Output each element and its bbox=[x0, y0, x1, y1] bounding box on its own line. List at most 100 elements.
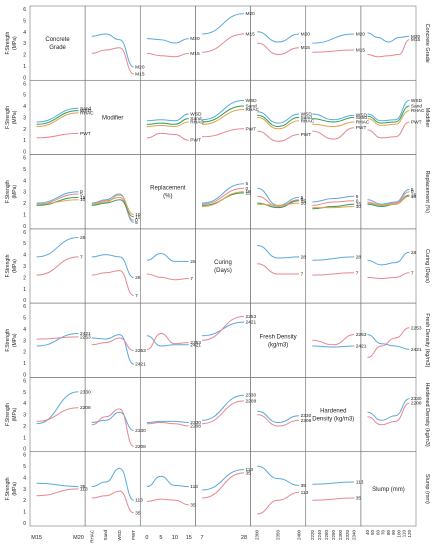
series-line bbox=[146, 498, 189, 506]
series-end-label: Sand bbox=[80, 106, 92, 112]
series-end-label: 15 bbox=[80, 195, 86, 201]
series-end-label: Sand bbox=[190, 116, 202, 122]
series-end-label: 2330 bbox=[135, 428, 146, 434]
series-end-label: 15 bbox=[411, 193, 417, 199]
y-tick-label: 0 bbox=[23, 521, 26, 527]
series-line bbox=[91, 467, 134, 501]
series-line bbox=[257, 465, 300, 486]
series-end-label: 2253 bbox=[245, 314, 256, 320]
series-end-label: 0 bbox=[356, 198, 359, 204]
series-end-label: Sand bbox=[411, 104, 423, 110]
x-tick-label: 50 bbox=[370, 530, 375, 536]
series-end-label: 35 bbox=[245, 470, 251, 476]
series-end-label: 113 bbox=[190, 484, 198, 490]
series-line bbox=[146, 421, 189, 427]
x-tick-label: 2340 bbox=[352, 530, 357, 541]
series-end-label: 113 bbox=[80, 486, 88, 492]
series-end-label: 15 bbox=[301, 198, 307, 204]
series-line bbox=[36, 488, 79, 497]
x-tick-label: 90 bbox=[391, 530, 396, 536]
y-tick-label: 4 bbox=[23, 104, 26, 110]
series-line bbox=[146, 52, 189, 58]
series-line bbox=[201, 315, 245, 341]
series-line bbox=[201, 183, 245, 204]
y-tick-label: 3 bbox=[23, 41, 26, 47]
diagonal-variable-title: Density (kg/m3) bbox=[312, 417, 354, 423]
series-line bbox=[312, 127, 355, 140]
series-end-label: 2421 bbox=[411, 347, 422, 353]
y-axis-label: F.Strength bbox=[5, 106, 11, 129]
y-tick-label: 5 bbox=[23, 18, 26, 24]
series-end-label: 2253 bbox=[135, 348, 146, 354]
y-tick-label: 0 bbox=[23, 298, 26, 304]
diagonal-variable-title: Fresh Density bbox=[260, 334, 297, 340]
x-tick-label: 110 bbox=[402, 530, 407, 538]
series-end-label: 15 bbox=[245, 190, 251, 196]
x-tick-label: 100 bbox=[396, 530, 401, 538]
series-end-label: 7 bbox=[80, 254, 83, 260]
series-end-label: PWT bbox=[80, 131, 91, 137]
series-end-label: PWT bbox=[245, 126, 256, 132]
y-tick-label: 2 bbox=[23, 53, 26, 59]
y-axis-label: F.Strength bbox=[5, 32, 11, 55]
y-tick-label: 2 bbox=[23, 424, 26, 430]
row-variable-label: Modifier bbox=[424, 108, 430, 128]
series-line bbox=[367, 251, 410, 266]
series-end-label: M15 bbox=[245, 32, 255, 38]
series-line bbox=[367, 39, 410, 58]
series-end-label: 2208 bbox=[411, 401, 422, 407]
grid-cell bbox=[195, 228, 251, 304]
series-line bbox=[36, 196, 79, 206]
series-line bbox=[201, 99, 245, 121]
series-line bbox=[36, 256, 79, 276]
x-tick-label: Sand bbox=[103, 530, 108, 541]
x-tick-label: 80 bbox=[386, 530, 391, 536]
series-end-label: WSD bbox=[245, 98, 257, 104]
y-tick-label: 0 bbox=[23, 372, 26, 378]
series-end-label: 113 bbox=[135, 498, 143, 504]
series-line bbox=[312, 49, 355, 53]
series-line bbox=[367, 398, 410, 421]
series-line bbox=[367, 272, 410, 280]
series-line bbox=[91, 199, 134, 218]
grid-cell bbox=[360, 451, 417, 527]
series-end-label: M20 bbox=[301, 32, 311, 38]
series-end-label: M20 bbox=[411, 34, 421, 40]
y-tick-label: 4 bbox=[23, 401, 26, 407]
series-line bbox=[312, 195, 355, 203]
series-end-label: 5 bbox=[301, 195, 304, 201]
series-end-label: 2208 bbox=[80, 405, 91, 411]
series-end-label: PWT bbox=[301, 132, 312, 138]
series-end-label: RHAC bbox=[245, 107, 259, 113]
series-end-label: 10 bbox=[301, 201, 307, 207]
y-tick-label: 0 bbox=[23, 447, 26, 453]
y-tick-label: 4 bbox=[23, 327, 26, 333]
y-tick-label: 2 bbox=[23, 275, 26, 281]
series-end-label: 7 bbox=[301, 271, 304, 277]
series-line bbox=[312, 206, 355, 209]
series-line bbox=[312, 121, 355, 128]
y-tick-label: 5 bbox=[23, 241, 26, 247]
series-end-label: 0 bbox=[245, 186, 248, 192]
series-line bbox=[312, 334, 355, 346]
grid-cell bbox=[360, 228, 417, 304]
y-tick-label: 5 bbox=[23, 167, 26, 173]
series-line bbox=[312, 345, 355, 348]
series-end-label: 2421 bbox=[245, 320, 256, 326]
y-tick-label: 0 bbox=[23, 150, 26, 156]
series-line bbox=[146, 121, 189, 128]
grid-cell bbox=[84, 154, 141, 230]
row-variable-label: Fresh Density (kg/m3) bbox=[424, 313, 430, 367]
series-end-label: 35 bbox=[356, 495, 362, 501]
series-end-label: WSD bbox=[80, 108, 92, 114]
series-end-label: M20 bbox=[356, 32, 366, 38]
series-end-label: 2421 bbox=[190, 342, 201, 348]
diagonal-variable-title: Hardened bbox=[320, 409, 346, 415]
y-tick-label: 3 bbox=[23, 115, 26, 121]
series-line bbox=[312, 116, 355, 123]
series-end-label: 0 bbox=[301, 197, 304, 203]
series-end-label: 5 bbox=[80, 191, 83, 197]
x-tick-label: 2260 bbox=[324, 530, 329, 541]
grid-cell bbox=[139, 451, 196, 527]
